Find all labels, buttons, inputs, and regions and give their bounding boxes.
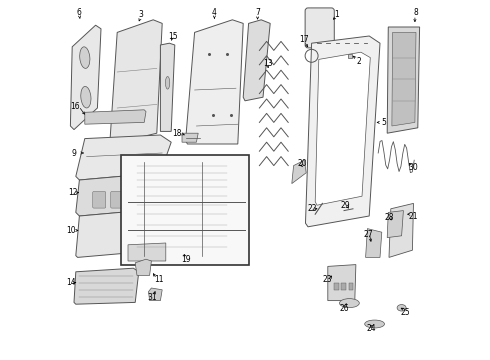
- Ellipse shape: [340, 299, 359, 307]
- Ellipse shape: [397, 305, 406, 311]
- Polygon shape: [186, 20, 243, 144]
- Text: 20: 20: [297, 159, 307, 168]
- Bar: [342, 283, 346, 290]
- Text: 5: 5: [381, 118, 386, 127]
- Text: 24: 24: [366, 324, 376, 333]
- Text: 30: 30: [408, 163, 418, 172]
- Text: 3: 3: [138, 10, 143, 19]
- Text: 6: 6: [76, 8, 81, 17]
- Polygon shape: [160, 43, 175, 131]
- Text: 9: 9: [72, 149, 76, 158]
- Text: 29: 29: [340, 201, 350, 210]
- Bar: [334, 283, 339, 290]
- Text: 4: 4: [212, 8, 217, 17]
- Text: 2: 2: [356, 57, 361, 66]
- Polygon shape: [387, 27, 419, 133]
- Ellipse shape: [365, 320, 385, 328]
- Polygon shape: [305, 36, 380, 227]
- Polygon shape: [387, 211, 403, 238]
- FancyBboxPatch shape: [121, 155, 248, 265]
- Polygon shape: [392, 32, 416, 126]
- Polygon shape: [292, 160, 306, 184]
- Text: 22: 22: [308, 204, 318, 213]
- Polygon shape: [85, 110, 146, 124]
- FancyBboxPatch shape: [129, 192, 142, 208]
- Polygon shape: [76, 173, 168, 216]
- Text: 10: 10: [67, 226, 76, 235]
- Polygon shape: [315, 52, 370, 205]
- Ellipse shape: [80, 47, 90, 68]
- Text: 15: 15: [168, 32, 178, 41]
- Polygon shape: [128, 243, 166, 261]
- Polygon shape: [328, 265, 356, 301]
- FancyBboxPatch shape: [93, 192, 106, 208]
- Polygon shape: [71, 25, 101, 130]
- FancyBboxPatch shape: [111, 192, 123, 208]
- Polygon shape: [243, 20, 270, 101]
- Text: 8: 8: [414, 8, 418, 17]
- Text: 26: 26: [339, 304, 349, 313]
- Polygon shape: [366, 229, 382, 257]
- Text: 16: 16: [70, 102, 80, 111]
- Text: 12: 12: [69, 188, 78, 197]
- Polygon shape: [110, 20, 162, 144]
- FancyBboxPatch shape: [305, 8, 334, 48]
- Text: 27: 27: [363, 230, 373, 239]
- Text: 7: 7: [255, 8, 260, 17]
- Ellipse shape: [81, 86, 91, 108]
- Text: 14: 14: [67, 278, 76, 287]
- Polygon shape: [182, 133, 198, 142]
- Text: 31: 31: [147, 292, 157, 302]
- Ellipse shape: [166, 77, 170, 89]
- Text: 25: 25: [400, 307, 410, 317]
- Text: 11: 11: [154, 275, 163, 284]
- Text: 21: 21: [409, 212, 418, 220]
- Text: 28: 28: [384, 213, 394, 222]
- Text: 13: 13: [264, 59, 273, 68]
- Polygon shape: [74, 268, 139, 304]
- FancyBboxPatch shape: [147, 192, 160, 208]
- Polygon shape: [148, 288, 162, 301]
- Text: 23: 23: [323, 275, 333, 284]
- Polygon shape: [135, 259, 151, 275]
- Text: 18: 18: [172, 129, 181, 138]
- Polygon shape: [76, 135, 171, 180]
- Bar: [349, 283, 353, 290]
- Text: 17: 17: [299, 35, 309, 44]
- Text: 19: 19: [181, 256, 191, 264]
- Polygon shape: [389, 203, 414, 257]
- Polygon shape: [76, 209, 168, 257]
- Text: 1: 1: [335, 10, 339, 19]
